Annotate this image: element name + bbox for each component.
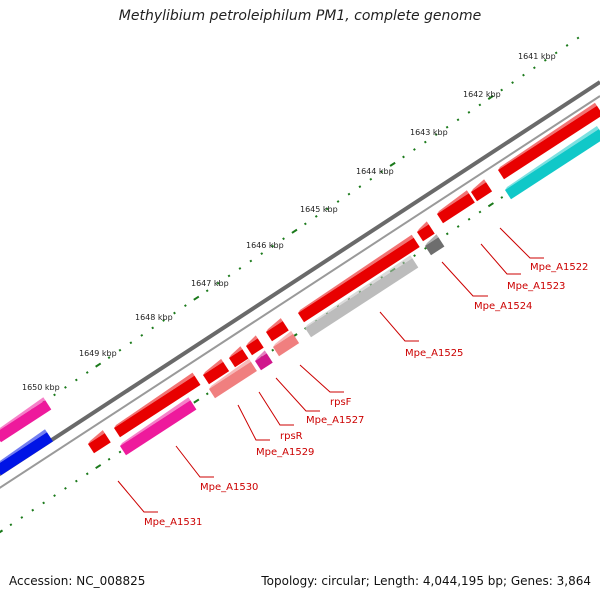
kbp-label: 1650 kbp <box>22 383 60 392</box>
gene-mpe-a1523[interactable] <box>471 179 493 202</box>
gene-cyan-block[interactable] <box>505 125 600 200</box>
leader-line <box>258 391 294 426</box>
gene-mpe-a1522[interactable] <box>498 102 600 180</box>
leader-line <box>175 445 214 478</box>
leader-line <box>441 261 488 297</box>
label-mpe-a1530[interactable]: Mpe_A1530 <box>200 482 258 493</box>
leader-line <box>275 377 320 412</box>
gene-small-1[interactable] <box>266 318 289 342</box>
label-mpe-a1522[interactable]: Mpe_A1522 <box>530 262 588 273</box>
label-rpsf[interactable]: rpsF <box>330 397 352 408</box>
leader-line <box>379 311 419 342</box>
gene-mpe-a1530[interactable] <box>120 397 197 456</box>
gene-mpe-a1527[interactable] <box>273 330 300 357</box>
label-mpe-a1525[interactable]: Mpe_A1525 <box>405 348 463 359</box>
gene-small-3[interactable] <box>229 346 249 368</box>
kbp-label: 1645 kbp <box>300 205 338 214</box>
kbp-label: 1643 kbp <box>410 128 448 137</box>
kbp-label: 1646 kbp <box>246 241 284 250</box>
kbp-label: 1649 kbp <box>79 349 117 358</box>
label-mpe-a1529[interactable]: Mpe_A1529 <box>256 447 314 458</box>
gene-rpsf[interactable] <box>417 221 435 242</box>
kbp-label: 1642 kbp <box>463 90 501 99</box>
gene-left-pink[interactable] <box>0 397 52 443</box>
leader-line <box>117 480 158 513</box>
gene-mpe-a1525[interactable] <box>298 234 420 323</box>
gene-mpe-a1524[interactable] <box>437 190 475 224</box>
gene-mpe-a1525-rev[interactable] <box>305 255 419 338</box>
leader-line <box>499 227 544 259</box>
kbp-label: 1641 kbp <box>518 52 556 61</box>
genome-summary: Topology: circular; Length: 4,044,195 bp… <box>261 574 591 588</box>
gene-rpsr[interactable] <box>255 350 273 371</box>
label-mpe-a1527[interactable]: Mpe_A1527 <box>306 415 364 426</box>
label-mpe-a1524[interactable]: Mpe_A1524 <box>474 301 532 312</box>
label-rpsr[interactable]: rpsR <box>280 431 303 442</box>
label-mpe-a1523[interactable]: Mpe_A1523 <box>507 281 565 292</box>
gene-left-blue[interactable] <box>0 429 53 476</box>
genome-backbone-inner <box>0 95 600 489</box>
leader-line <box>480 243 521 275</box>
gene-mpe-a1530-fwd[interactable] <box>114 372 201 438</box>
gene-small-4[interactable] <box>203 358 230 385</box>
genome-backbone-outer <box>0 80 600 477</box>
map-title: Methylibium petroleiphilum PM1, complete… <box>118 8 482 24</box>
gene-mpe-a1529[interactable] <box>209 358 257 399</box>
kbp-label: 1647 kbp <box>191 279 229 288</box>
leader-line <box>237 404 270 441</box>
kbp-label: 1648 kbp <box>135 313 173 322</box>
accession-text: Accession: NC_008825 <box>9 574 146 588</box>
gene-darkgray-block[interactable] <box>425 234 445 256</box>
kbp-label: 1644 kbp <box>356 167 394 176</box>
gene-mpe-a1531[interactable] <box>88 430 111 454</box>
leader-line <box>299 364 344 393</box>
label-mpe-a1531[interactable]: Mpe_A1531 <box>144 517 202 528</box>
gene-small-2[interactable] <box>246 335 264 356</box>
